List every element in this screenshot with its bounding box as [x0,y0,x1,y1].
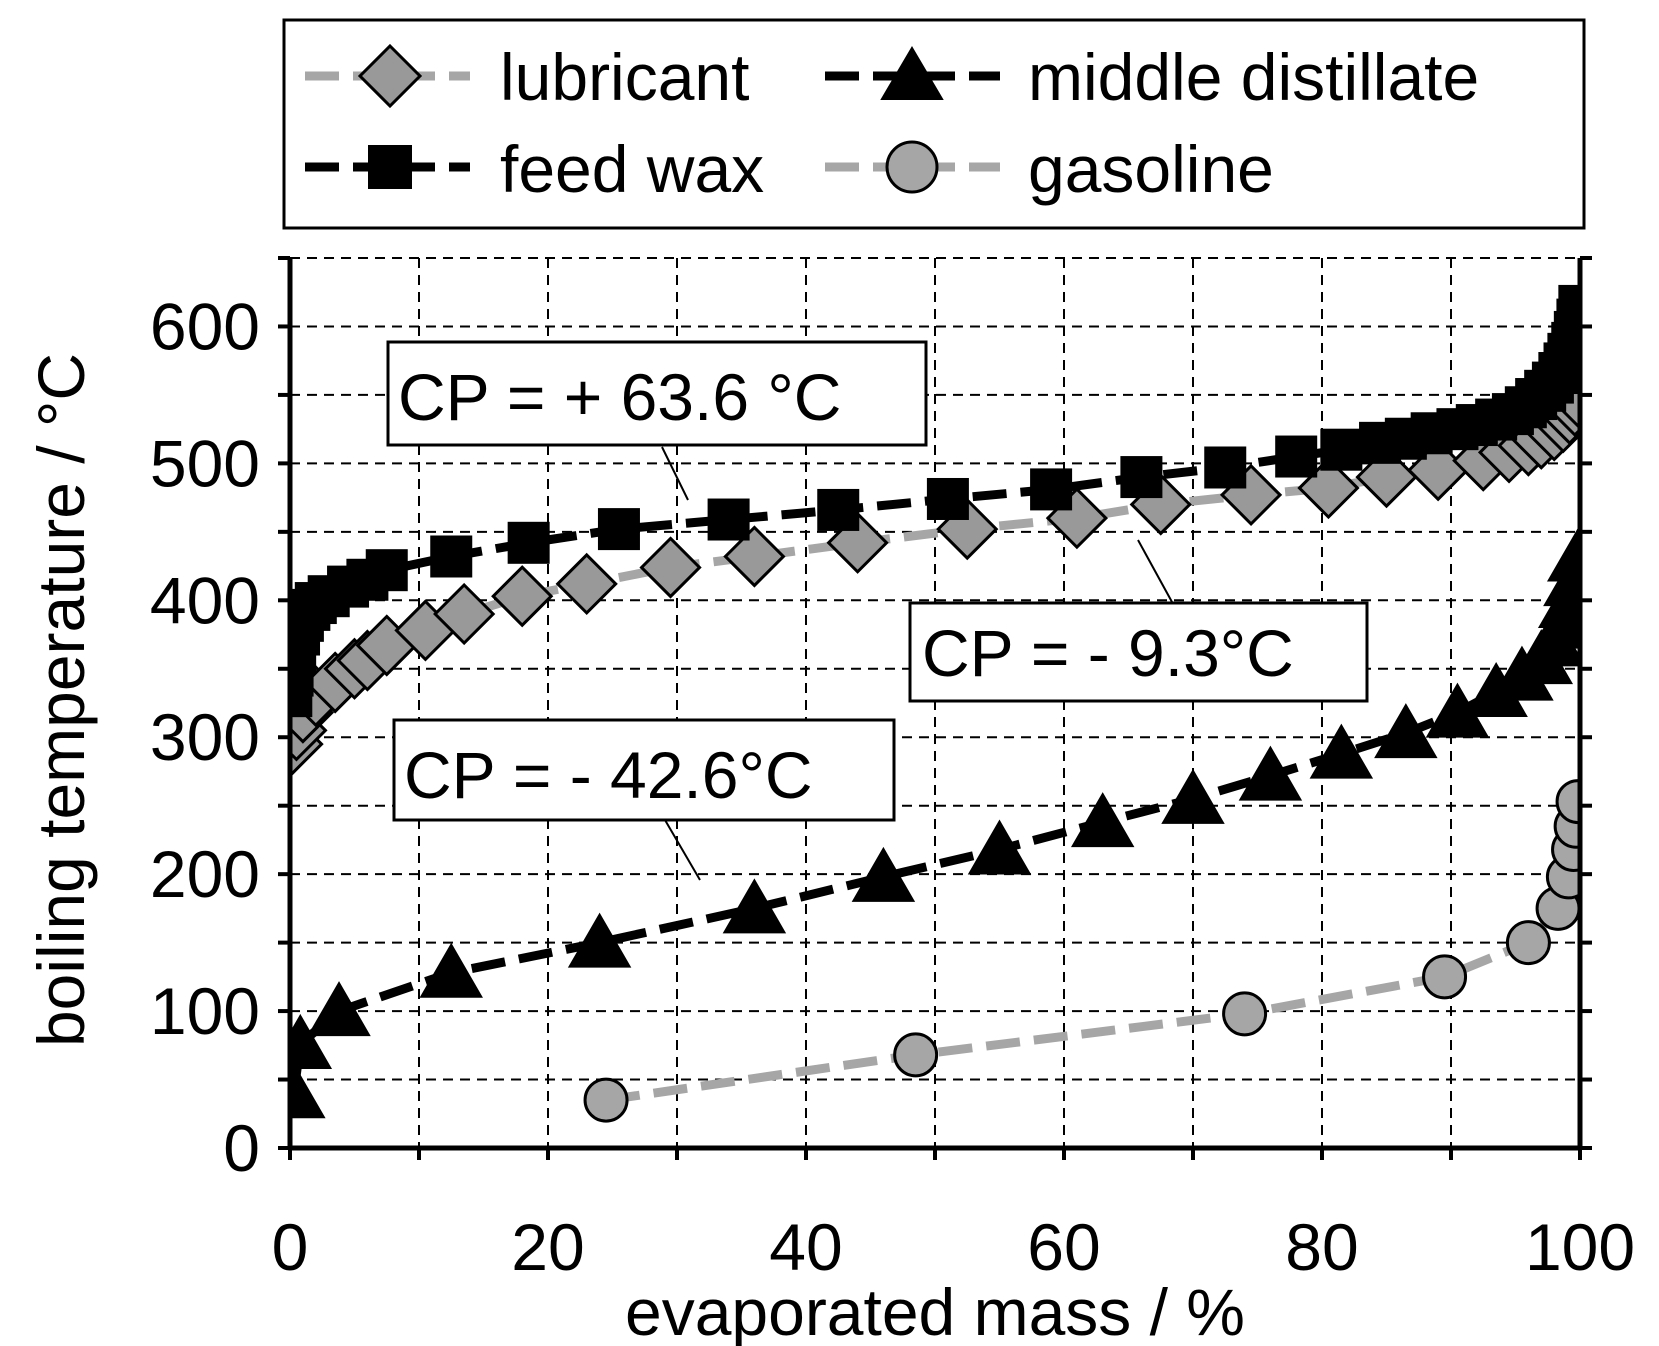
annotation-pointer [1137,539,1173,603]
y-axis-label: boiling temperature / °C [24,353,98,1047]
data-point-feed-wax [817,488,860,531]
data-point-gasoline [1505,920,1551,966]
legend-marker-triangle-icon [880,46,944,100]
y-tick-label: 500 [150,426,260,500]
tick-labels: 0 20 40 60 80 100 0 100 200 300 400 500 600 [150,289,1635,1284]
legend-label-feed-wax: feed wax [500,132,764,206]
legend: lubricant middle distillate feed wax gas… [282,18,1586,230]
annotation-lubricant: CP = - 9.3°C [908,539,1369,703]
annotation-middle-distillate: CP = - 42.6°C [392,718,896,881]
annotation-box [392,718,896,822]
legend-entry-feed-wax: feed wax [305,132,764,206]
y-tick-label: 300 [150,700,260,774]
data-point-gasoline [583,1077,629,1123]
data-point-feed-wax [1320,428,1363,471]
grid [290,257,1580,1148]
x-axis-label: evaporated mass / % [625,1275,1245,1346]
legend-frame [282,18,1586,230]
data-point-lubricant [639,536,702,599]
data-point-middle-distillate [567,912,632,968]
x-tick-label: 0 [272,1210,309,1284]
x-tick-label: 20 [511,1210,584,1284]
data-point-middle-distillate [1238,745,1303,801]
data-point-feed-wax [1204,446,1247,489]
data-point-feed-wax [1030,468,1073,511]
annotation-pointer [664,819,701,881]
x-tick-label: 80 [1285,1210,1358,1284]
legend-label-middle-distillate: middle distillate [1028,40,1479,114]
data-point-feed-wax [707,498,750,541]
data-point-feed-wax [597,508,640,551]
y-tick-label: 100 [150,974,260,1048]
data-point-feed-wax [430,535,473,578]
annotation-cp-lubricant: CP = - 9.3°C [922,616,1294,690]
data-point-middle-distillate [1309,723,1374,779]
legend-marker-diamond-icon [357,43,423,109]
y-tick-label: 600 [150,289,260,363]
data-point-middle-distillate [290,1063,326,1119]
data-point-middle-distillate [1374,703,1438,759]
legend-marker-circle-icon [885,140,939,194]
annotation-feed-wax: CP = + 63.6 °C [386,340,928,501]
annotation-box [386,340,928,447]
series-line-middle-distillate [290,555,1580,1094]
data-point-feed-wax [926,477,969,520]
x-tick-label: 40 [769,1210,842,1284]
data-point-feed-wax [507,521,550,564]
data-point-lubricant [491,565,554,628]
data-point-middle-distillate [290,1013,333,1069]
data-point-middle-distillate [722,878,787,934]
data-point-middle-distillate [1161,768,1225,824]
data-point-middle-distillate [967,819,1032,875]
data-point-feed-wax [1558,284,1580,327]
series-layer [290,284,1580,1123]
legend-entry-lubricant: lubricant [305,40,749,114]
data-point-gasoline [1222,991,1268,1037]
data-point-lubricant [723,525,786,588]
y-tick-label: 0 [223,1111,260,1185]
legend-entry-gasoline: gasoline [825,132,1274,206]
legend-marker-square-icon [368,145,412,189]
data-point-middle-distillate [307,981,371,1037]
legend-label-lubricant: lubricant [500,40,749,114]
x-tick-label: 60 [1027,1210,1100,1284]
data-point-middle-distillate [851,846,916,902]
data-point-feed-wax [1275,435,1318,478]
data-point-gasoline [893,1032,939,1078]
y-tick-label: 400 [150,563,260,637]
data-point-feed-wax [365,549,408,592]
legend-label-gasoline: gasoline [1028,132,1274,206]
x-tick-label: 100 [1525,1210,1635,1284]
data-point-feed-wax [1120,456,1163,499]
annotation-cp-middle-distillate: CP = - 42.6°C [404,738,813,812]
data-point-middle-distillate [419,942,483,998]
annotation-pointer [661,446,689,501]
annotation-cp-feed-wax: CP = + 63.6 °C [398,360,841,434]
data-point-middle-distillate [1070,792,1135,848]
axes [278,256,1592,1160]
legend-entry-middle-distillate: middle distillate [825,40,1479,114]
data-point-gasoline [1422,954,1468,1000]
annotation-box [908,601,1369,703]
data-point-lubricant [555,552,618,615]
y-tick-label: 200 [150,837,260,911]
data-point-lubricant [433,582,496,646]
